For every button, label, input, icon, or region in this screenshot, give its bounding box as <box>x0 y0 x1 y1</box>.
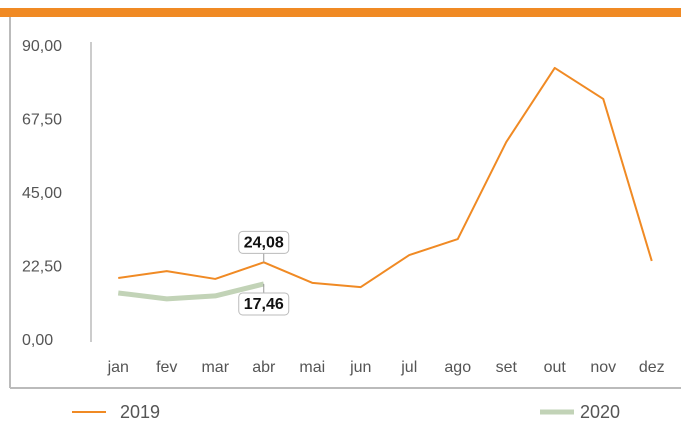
data-label: 17,46 <box>244 296 284 313</box>
x-tick-label: nov <box>590 359 616 376</box>
label-box <box>238 230 290 254</box>
x-tick-label: out <box>544 359 567 376</box>
legend-label: 2019 <box>120 402 160 422</box>
line-series <box>117 281 265 302</box>
y-tick-label: 45,00 <box>22 185 62 202</box>
y-tick-label: 0,00 <box>22 332 53 349</box>
x-tick-label: ago <box>444 359 471 376</box>
data-label: 24,08 <box>244 235 284 252</box>
x-tick-label: abr <box>252 359 276 376</box>
x-tick-label: jun <box>349 359 371 376</box>
y-tick-label: 22,50 <box>22 259 62 276</box>
x-tick-label: jan <box>107 359 129 376</box>
label-box <box>238 292 290 316</box>
line-series <box>118 66 653 289</box>
x-tick-label: jul <box>400 359 417 376</box>
x-tick-label: set <box>496 359 518 376</box>
y-tick-label: 90,00 <box>22 38 62 55</box>
x-tick-label: dez <box>639 359 665 376</box>
x-tick-label: mai <box>299 359 325 376</box>
y-tick-label: 67,50 <box>22 112 62 129</box>
header-bar <box>0 8 681 17</box>
x-tick-label: fev <box>156 359 177 376</box>
legend-label: 2020 <box>580 402 620 422</box>
x-tick-label: mar <box>201 359 229 376</box>
